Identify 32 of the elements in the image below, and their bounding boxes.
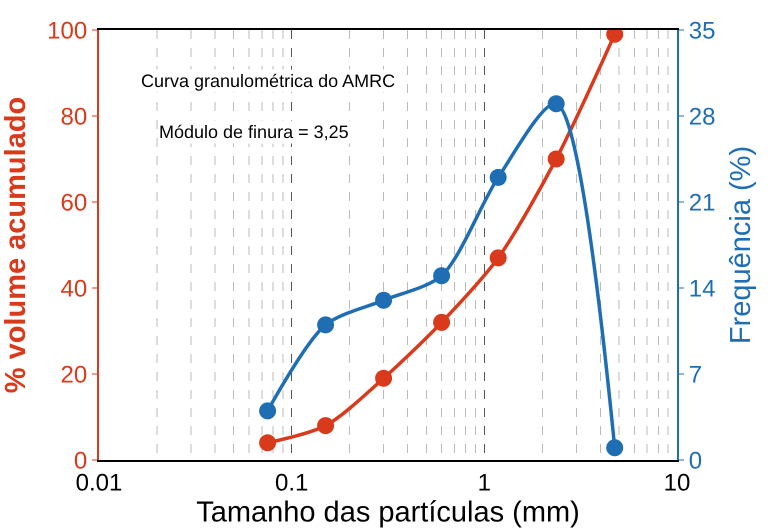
point (490, 168, 507, 186)
x-tick-label: 10 (664, 470, 690, 497)
y2-tick-label: 35 (688, 17, 716, 44)
y-tick-label: 100 (47, 17, 88, 44)
y2-tick-label: 14 (688, 275, 716, 302)
y-tick-label: 80 (60, 103, 88, 130)
point (375, 370, 392, 387)
point (548, 95, 565, 112)
y-tick-label: 60 (60, 189, 88, 216)
y2-tick-label: 28 (688, 103, 716, 130)
y2-axis-title: Frequência (%) (724, 146, 757, 344)
point (259, 402, 276, 420)
annotation: Curva granulométrica do AMRC (141, 71, 396, 91)
y2-tick-label: 7 (688, 361, 702, 388)
y-axis-title: % volume acumulado (0, 96, 32, 394)
point (433, 267, 450, 284)
point (317, 316, 334, 334)
x-tick-label: 1 (478, 470, 492, 497)
point (375, 292, 392, 309)
y-tick-label: 20 (60, 361, 88, 388)
x-axis-title: Tamanho das partículas (mm) (196, 496, 580, 529)
x-tick-label: 0.1 (274, 470, 308, 497)
point (548, 150, 565, 168)
y2-tick-label: 0 (688, 447, 702, 474)
y2-tick-label: 21 (688, 189, 716, 216)
point (317, 417, 334, 434)
annotation: Módulo de finura = 3,25 (159, 122, 349, 142)
y-tick-label: 40 (60, 275, 88, 302)
point (490, 249, 507, 266)
point (259, 434, 276, 452)
point (433, 314, 450, 331)
point (606, 439, 624, 456)
